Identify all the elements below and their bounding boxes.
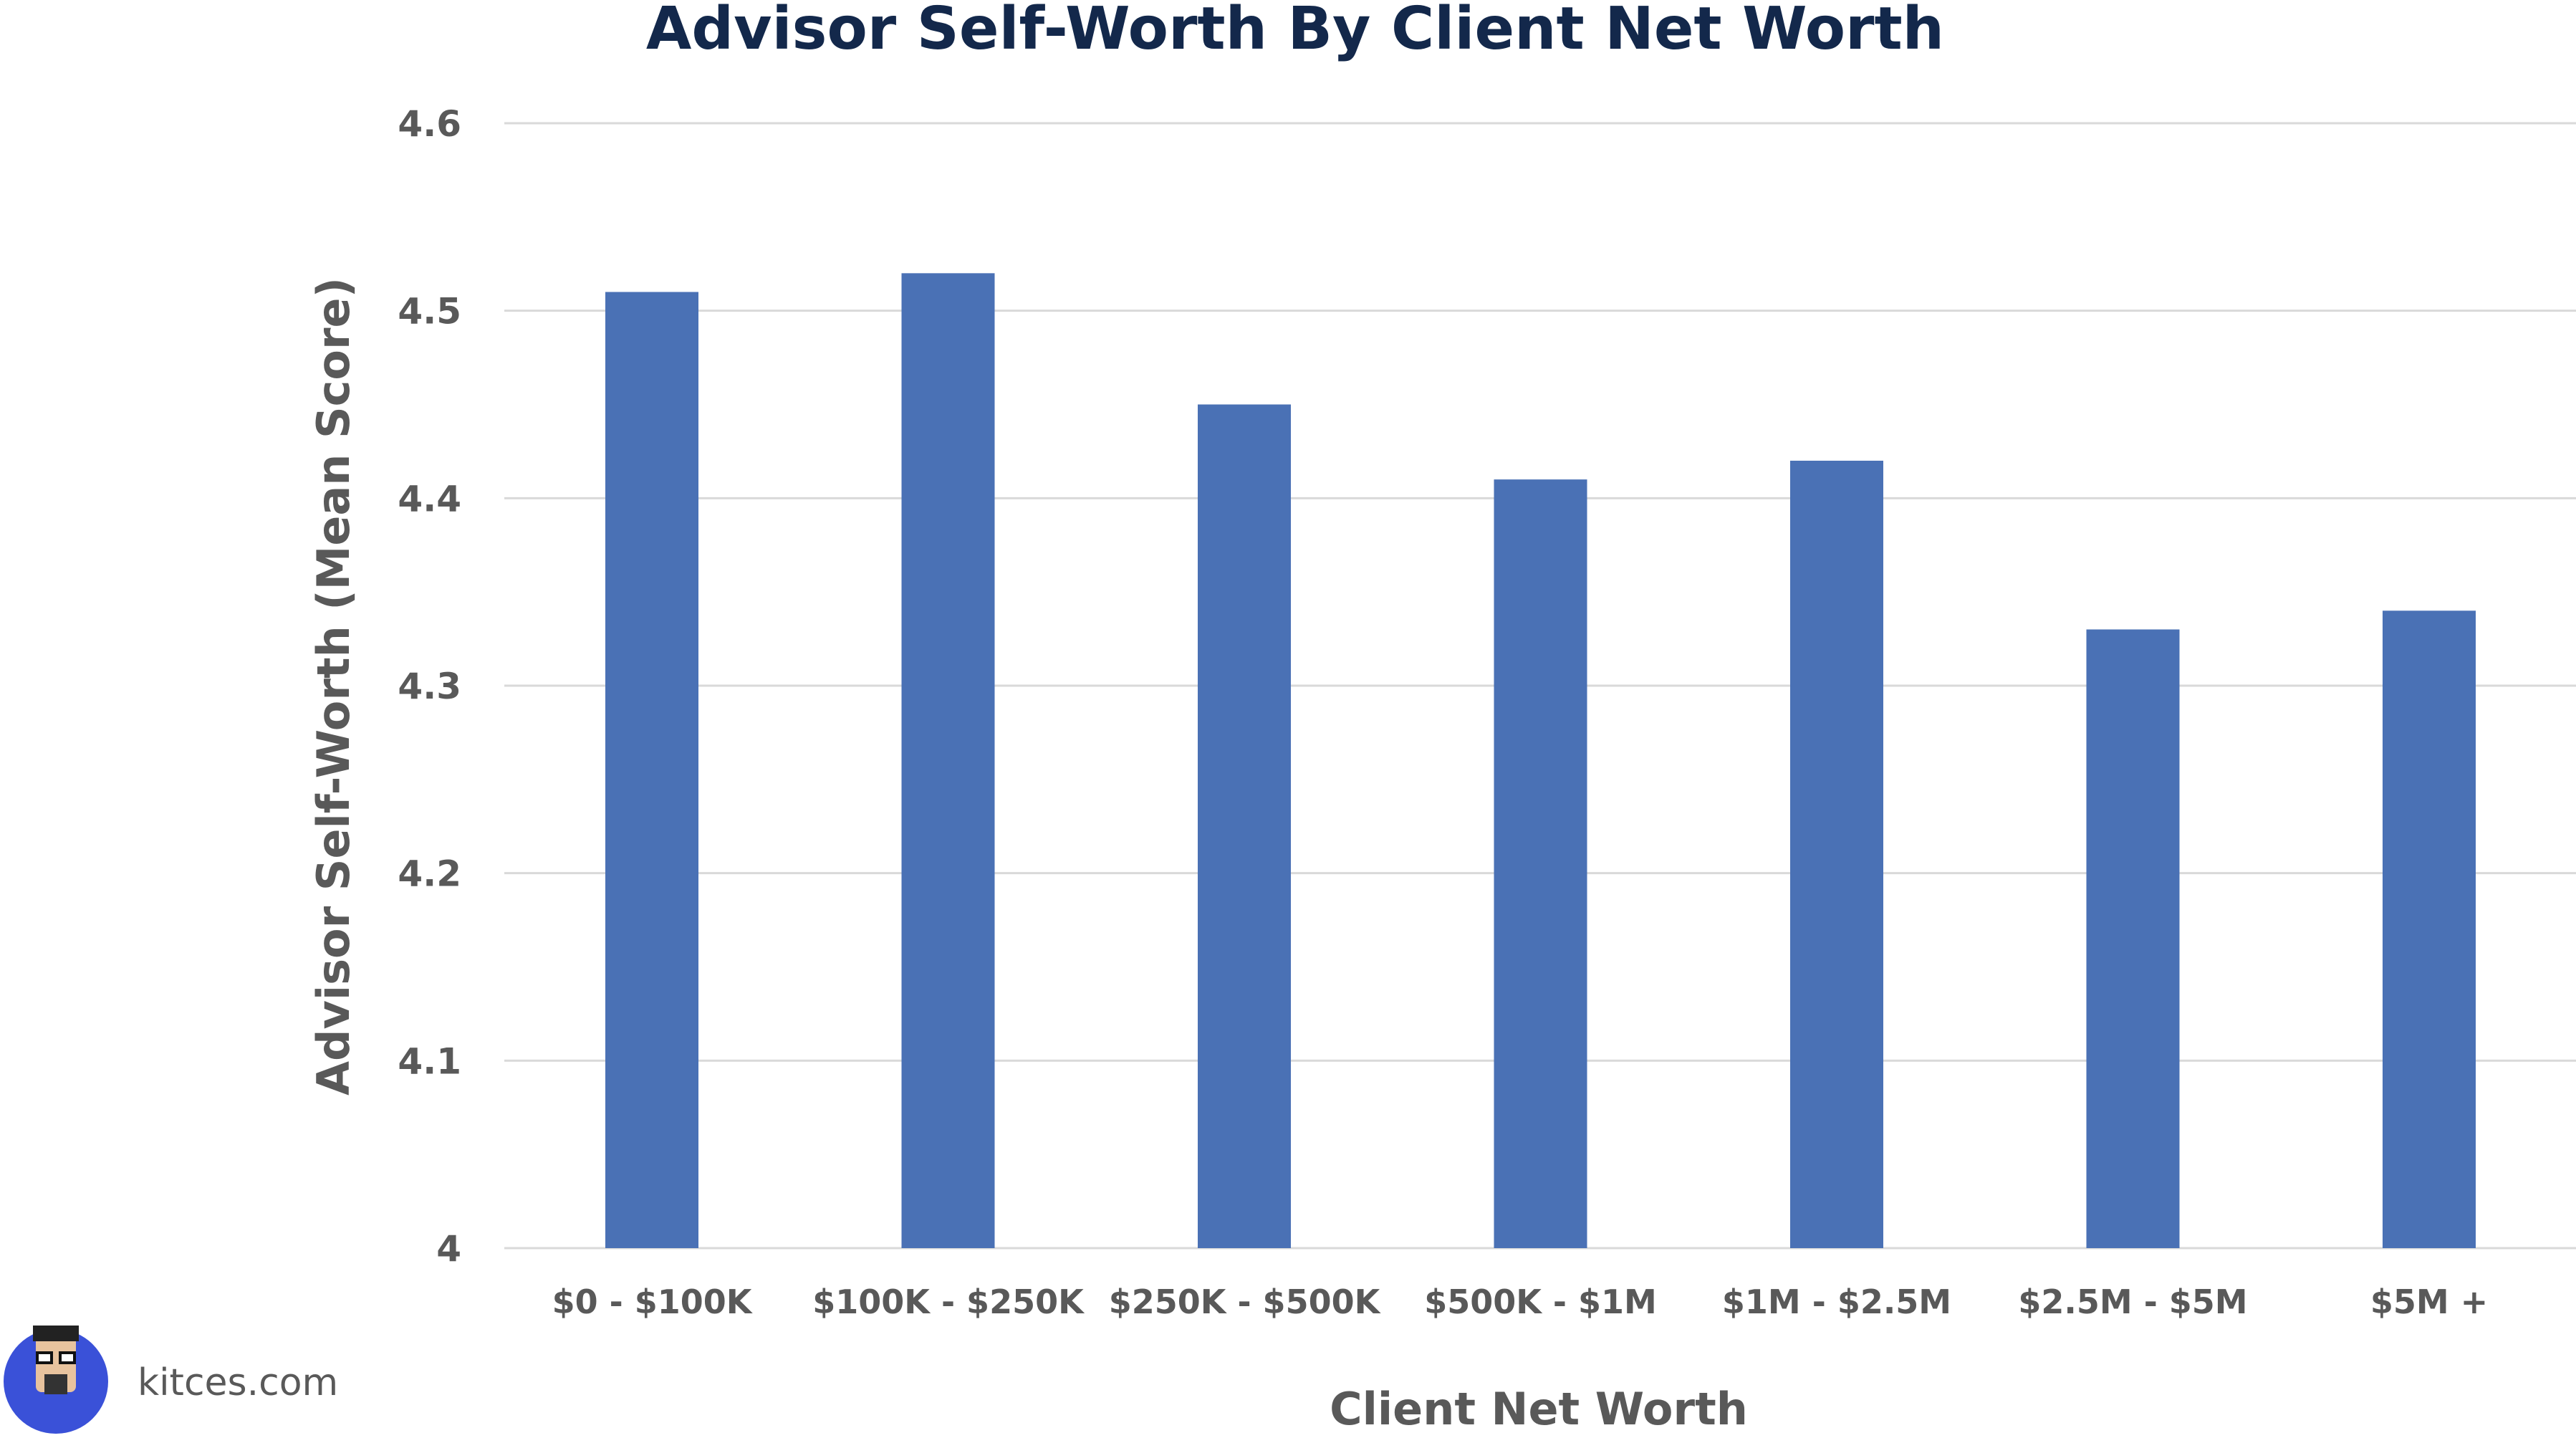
bar [2383, 610, 2476, 1248]
x-category-label: $250K - $500K [1109, 1283, 1382, 1321]
y-tick-label: 4.5 [398, 291, 461, 332]
bar [1198, 404, 1291, 1248]
bar [1494, 479, 1587, 1248]
y-axis-ticks: 4 4.1 4.2 4.3 4.4 4.5 4.6 [398, 103, 461, 1270]
bar [1790, 461, 1883, 1248]
bar [2086, 629, 2180, 1248]
bars [605, 273, 2476, 1248]
cartoon-avatar-icon [4, 1326, 108, 1434]
bar [605, 292, 698, 1248]
x-category-label: $1M - $2.5M [1722, 1283, 1951, 1321]
y-tick-label: 4 [436, 1228, 461, 1270]
bar [901, 273, 995, 1248]
x-axis-title: Client Net Worth [1330, 1383, 1748, 1435]
y-tick-label: 4.4 [398, 478, 461, 519]
x-category-label: $0 - $100K [552, 1283, 754, 1321]
x-category-label: $5M + [2370, 1283, 2488, 1321]
site-brand-label: kitces.com [138, 1361, 338, 1404]
y-axis-title: Advisor Self-Worth (Mean Score) [307, 277, 360, 1096]
chart-title: Advisor Self-Worth By Client Net Worth [646, 0, 1944, 63]
y-tick-label: 4.2 [398, 853, 461, 895]
y-tick-label: 4.1 [398, 1040, 461, 1082]
x-axis-categories: $0 - $100K $100K - $250K $250K - $500K $500… [552, 1283, 2489, 1321]
y-tick-label: 4.6 [398, 103, 461, 145]
x-category-label: $100K - $250K [812, 1283, 1085, 1321]
x-category-label: $500K - $1M [1424, 1283, 1657, 1321]
x-category-label: $2.5M - $5M [2018, 1283, 2247, 1321]
y-tick-label: 4.3 [398, 666, 461, 707]
